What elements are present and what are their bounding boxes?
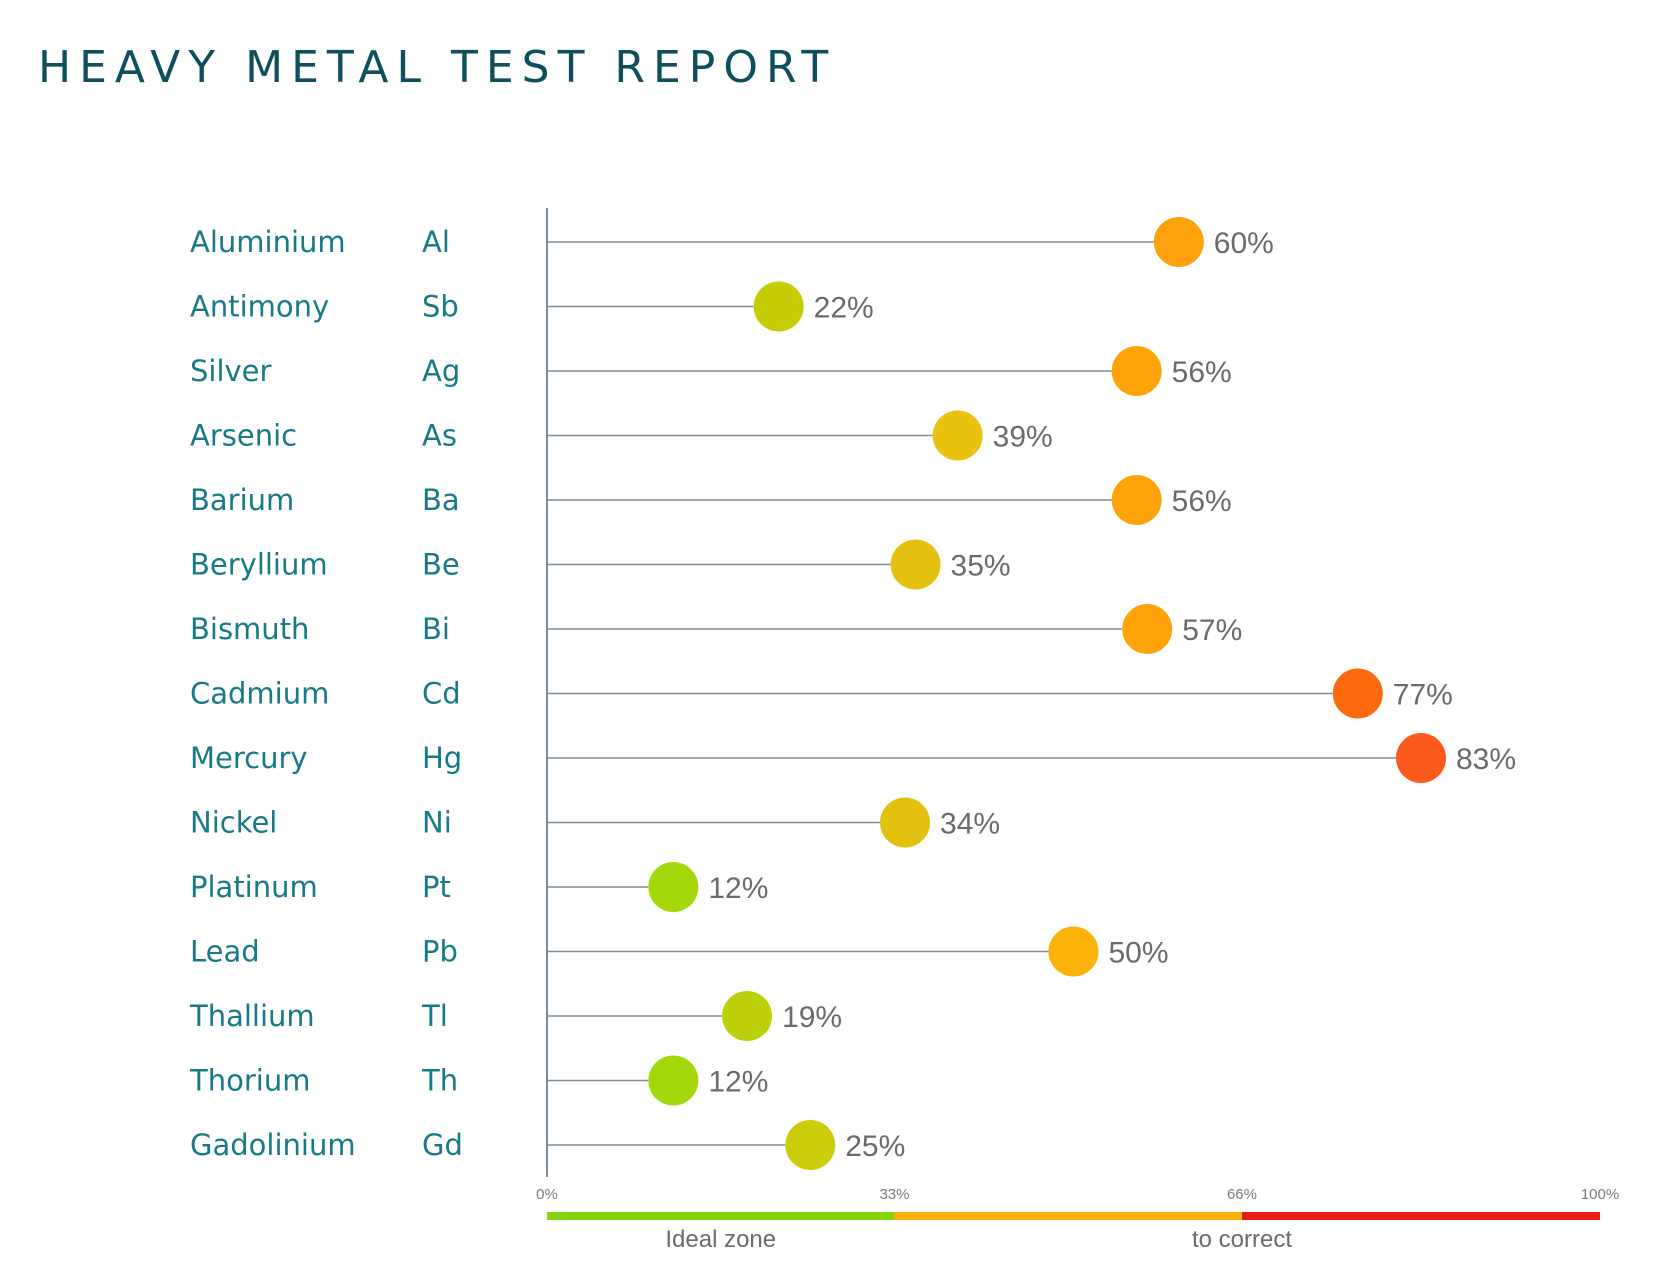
value-label: 12% <box>708 1066 768 1099</box>
element-symbol: Tl <box>421 999 448 1033</box>
chart-row: Arsenic As 39% <box>190 410 1053 461</box>
element-name: Mercury <box>190 741 308 775</box>
zone-label-correct: to correct <box>1192 1226 1292 1253</box>
chart-rows: Aluminium Al 60% Antimony Sb 22% Silver Ag 56% Ar… <box>189 217 1516 1170</box>
lollipop-dot <box>1395 733 1446 783</box>
chart-row: Gadolinium Gd 25% <box>190 1120 905 1170</box>
value-label: 60% <box>1214 227 1274 260</box>
value-label: 35% <box>951 550 1011 583</box>
lollipop-dot <box>1153 217 1204 267</box>
element-symbol: Ni <box>422 806 452 840</box>
element-symbol: Hg <box>422 741 462 775</box>
chart-row: Beryllium Be 35% <box>190 539 1011 590</box>
value-label: 12% <box>708 872 768 905</box>
value-label: 56% <box>1172 356 1232 389</box>
value-label: 25% <box>845 1130 905 1163</box>
element-name: Platinum <box>190 870 318 904</box>
lollipop-dot <box>1048 926 1099 977</box>
element-name: Nickel <box>190 806 277 840</box>
element-name: Aluminium <box>190 225 346 259</box>
lollipop-dot <box>722 991 773 1041</box>
element-name: Thallium <box>189 999 315 1033</box>
element-symbol: Gd <box>422 1128 463 1162</box>
element-name: Gadolinium <box>190 1128 356 1162</box>
zone-label-ideal: Ideal zone <box>665 1226 776 1253</box>
lollipop-dot <box>753 281 804 332</box>
value-label: 39% <box>993 421 1053 454</box>
zone-bar: Ideal zone to correct <box>547 1212 1600 1253</box>
zone-segment <box>1241 1212 1600 1220</box>
chart-row: Thallium Tl 19% <box>189 991 842 1041</box>
element-symbol: Pt <box>422 870 451 904</box>
value-label: 56% <box>1172 485 1232 518</box>
x-tick-label: 33% <box>879 1186 909 1203</box>
element-symbol: Pb <box>422 935 458 969</box>
element-symbol: Cd <box>422 677 461 711</box>
element-name: Thorium <box>189 1064 310 1098</box>
element-symbol: Be <box>422 548 460 582</box>
value-label: 19% <box>782 1001 842 1034</box>
lollipop-dot <box>932 410 983 461</box>
lollipop-dot <box>785 1120 836 1170</box>
value-label: 22% <box>814 292 874 325</box>
lollipop-dot <box>1111 346 1162 396</box>
chart-row: Mercury Hg 83% <box>190 733 1516 783</box>
element-symbol: Sb <box>422 290 459 324</box>
element-name: Arsenic <box>190 419 297 453</box>
x-axis-ticks: 0% 33% 66% 100% <box>536 1186 1619 1203</box>
value-label: 83% <box>1456 743 1516 776</box>
chart-row: Silver Ag 56% <box>190 346 1232 396</box>
element-name: Lead <box>190 935 260 969</box>
element-name: Silver <box>190 354 272 388</box>
chart-row: Barium Ba 56% <box>190 475 1232 525</box>
element-symbol: As <box>422 419 457 453</box>
lollipop-dot <box>880 797 931 848</box>
value-label: 77% <box>1393 679 1453 712</box>
chart-row: Antimony Sb 22% <box>190 281 874 332</box>
element-name: Bismuth <box>190 612 309 646</box>
lollipop-dot <box>1122 604 1173 654</box>
element-symbol: Ba <box>422 483 460 517</box>
value-label: 50% <box>1109 937 1169 970</box>
element-name: Beryllium <box>190 548 328 582</box>
zone-segment <box>894 1212 1242 1220</box>
element-symbol: Th <box>421 1064 458 1098</box>
value-label: 34% <box>940 808 1000 841</box>
chart-row: Nickel Ni 34% <box>190 797 1000 848</box>
chart-row: Cadmium Cd 77% <box>190 668 1453 719</box>
lollipop-dot <box>890 539 941 590</box>
element-symbol: Bi <box>422 612 450 646</box>
lollipop-dot <box>648 1055 699 1106</box>
element-name: Cadmium <box>190 677 329 711</box>
element-symbol: Al <box>422 225 450 259</box>
x-tick-label: 0% <box>536 1186 558 1203</box>
zone-segment <box>547 1212 895 1220</box>
chart-row: Platinum Pt 12% <box>190 862 768 912</box>
value-label: 57% <box>1182 614 1242 647</box>
chart-row: Aluminium Al 60% <box>190 217 1274 267</box>
x-tick-label: 100% <box>1581 1186 1619 1203</box>
lollipop-dot <box>648 862 699 912</box>
chart-row: Bismuth Bi 57% <box>190 604 1242 654</box>
report-title: HEAVY METAL TEST REPORT <box>38 42 837 93</box>
element-name: Antimony <box>190 290 329 324</box>
x-tick-label: 66% <box>1227 1186 1257 1203</box>
chart-row: Lead Pb 50% <box>190 926 1169 977</box>
chart-row: Thorium Th 12% <box>189 1055 768 1106</box>
lollipop-dot <box>1111 475 1162 525</box>
lollipop-dot <box>1332 668 1383 719</box>
element-name: Barium <box>190 483 294 517</box>
element-symbol: Ag <box>422 354 460 388</box>
